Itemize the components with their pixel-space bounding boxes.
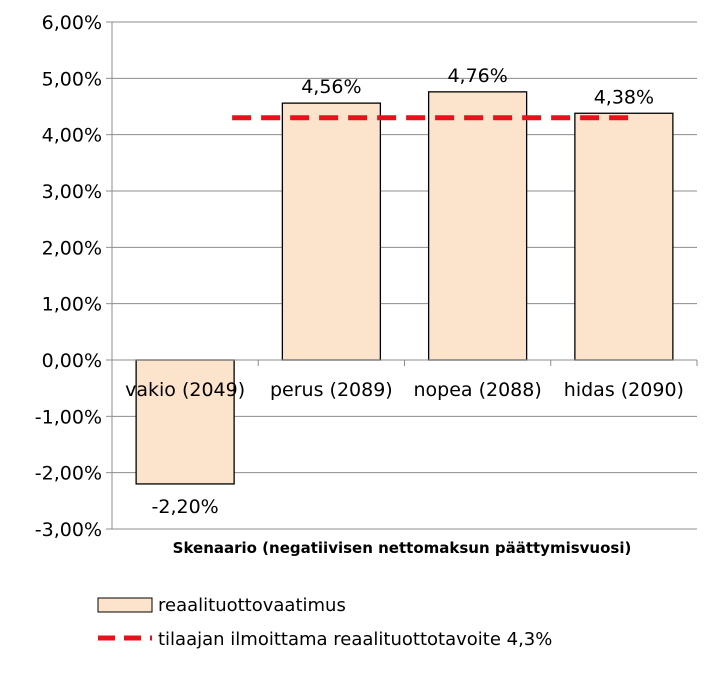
category-labels: vakio (2049) perus (2089) nopea (2088) hida… [125, 379, 684, 401]
y-tick-label: 5,00% [42, 68, 102, 90]
axes [106, 21, 698, 530]
y-tick-label: 3,00% [42, 181, 102, 203]
data-labels: -2,20% 4,56% 4,76% 4,38% [152, 65, 655, 518]
y-tick-label: -3,00% [35, 519, 102, 541]
legend-bar-swatch [97, 597, 153, 613]
data-label: 4,56% [301, 76, 361, 98]
data-label: 4,76% [447, 65, 507, 87]
y-tick-label: 2,00% [42, 237, 102, 259]
bar [427, 91, 528, 361]
category-label: vakio (2049) [125, 379, 245, 401]
data-label: 4,38% [594, 86, 654, 108]
bar [574, 112, 674, 361]
y-tick-label: -1,00% [35, 406, 102, 428]
y-tick-label: 4,00% [42, 125, 102, 147]
x-axis-title: Skenaario (negatiivisen nettomaksun päät… [173, 539, 632, 557]
category-label: perus (2089) [270, 379, 393, 401]
y-tick-label: -2,00% [35, 463, 102, 485]
bar [135, 359, 235, 485]
y-tick-label: 0,00% [42, 350, 102, 372]
y-tick-label: 1,00% [42, 294, 102, 316]
bar [281, 102, 382, 361]
legend: reaalituottovaatimus tilaajan ilmoittama… [97, 595, 552, 650]
category-label: hidas (2090) [564, 379, 684, 401]
category-label: nopea (2088) [413, 379, 541, 401]
data-label: -2,20% [152, 496, 219, 518]
y-tick-label: 6,00% [42, 12, 102, 34]
y-tick-labels: 6,00% 5,00% 4,00% 3,00% 2,00% 1,00% 0,00% -1,00… [35, 12, 102, 541]
legend-reference-label: tilaajan ilmoittama reaalituottotavoite … [158, 629, 552, 650]
legend-bar-label: reaalituottovaatimus [158, 595, 346, 616]
bars [135, 91, 674, 485]
